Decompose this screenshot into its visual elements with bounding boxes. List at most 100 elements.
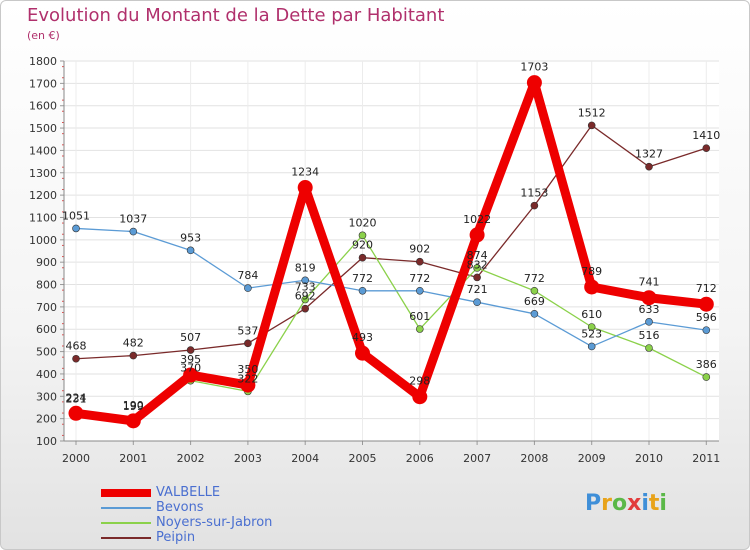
data-point [244, 284, 252, 292]
data-label: 832 [467, 258, 488, 271]
data-label: 1022 [463, 213, 491, 226]
data-label: 199 [123, 400, 144, 413]
legend-label: Peipin [156, 530, 196, 545]
x-tick-label: 2005 [349, 452, 377, 465]
y-tick-label: 1300 [29, 167, 57, 180]
data-point [526, 75, 542, 91]
data-label: 468 [66, 340, 87, 353]
data-label: 874 [467, 249, 488, 262]
data-label: 537 [237, 324, 258, 337]
data-point [183, 367, 199, 383]
data-label: 1051 [62, 209, 90, 222]
y-tick-label: 900 [36, 256, 57, 269]
data-point [68, 405, 84, 421]
data-point [297, 180, 313, 196]
y-tick-label: 1800 [29, 55, 57, 68]
chart-title: Evolution du Montant de la Dette par Hab… [27, 5, 445, 26]
data-label: 596 [696, 311, 717, 324]
data-label: 920 [352, 239, 373, 252]
data-label: 231 [66, 393, 87, 406]
y-tick-label: 600 [36, 323, 57, 336]
x-tick-label: 2000 [62, 452, 90, 465]
data-label: 772 [352, 272, 373, 285]
data-point [469, 227, 485, 243]
legend-swatch [101, 489, 151, 497]
data-point [698, 296, 714, 312]
x-tick-label: 2002 [177, 452, 205, 465]
chart-unit-label: (en €) [27, 29, 60, 42]
legend-swatch [101, 537, 151, 539]
data-point [702, 144, 711, 152]
data-label: 1020 [349, 216, 377, 229]
data-label: 493 [352, 331, 373, 344]
data-label: 953 [180, 231, 201, 244]
data-point [244, 339, 252, 348]
y-tick-label: 400 [36, 368, 57, 381]
data-point [125, 413, 141, 429]
data-label: 721 [467, 283, 488, 296]
data-label: 386 [696, 358, 717, 371]
data-label: 784 [237, 269, 258, 282]
y-tick-label: 1000 [29, 234, 57, 247]
data-label: 733 [295, 281, 316, 294]
data-label: 669 [524, 295, 545, 308]
series-line-valbelle [71, 78, 711, 426]
data-label: 1703 [520, 61, 548, 74]
x-tick-label: 2007 [463, 452, 491, 465]
data-point [473, 273, 481, 282]
data-point [186, 246, 195, 255]
x-tick-label: 2011 [692, 452, 720, 465]
legend-swatch [101, 507, 151, 509]
x-tick-label: 2003 [234, 452, 262, 465]
y-tick-label: 100 [36, 435, 57, 448]
data-point [702, 326, 711, 334]
data-label: 819 [295, 261, 316, 274]
data-label: 601 [409, 310, 430, 323]
y-tick-label: 1400 [29, 144, 57, 157]
x-tick-label: 2010 [635, 452, 663, 465]
data-point [587, 342, 596, 351]
data-point [587, 323, 596, 331]
data-label: 772 [524, 272, 545, 285]
data-point [412, 389, 428, 405]
data-point [240, 377, 256, 393]
y-tick-label: 1100 [29, 211, 57, 224]
data-point [129, 227, 138, 236]
data-label: 1234 [291, 166, 319, 179]
data-label: 1327 [635, 148, 663, 161]
data-label: 322 [237, 372, 258, 385]
data-label: 789 [581, 265, 602, 278]
data-label: 692 [295, 290, 316, 303]
data-point [415, 257, 424, 266]
legend-label: Noyers-sur-Jabron [156, 515, 273, 530]
x-tick-label: 2009 [578, 452, 606, 465]
data-point [645, 318, 653, 326]
data-point [645, 344, 653, 352]
series-line-peipin [75, 124, 707, 360]
data-point [645, 162, 653, 171]
data-label: 507 [180, 331, 201, 344]
x-tick-label: 2008 [520, 452, 548, 465]
data-point [530, 310, 539, 318]
x-tick-label: 2004 [291, 452, 319, 465]
y-tick-label: 300 [36, 390, 57, 403]
x-tick-label: 2006 [406, 452, 434, 465]
y-tick-label: 1700 [29, 77, 57, 90]
y-tick-label: 200 [36, 413, 57, 426]
data-point [587, 121, 596, 130]
data-point [301, 304, 310, 313]
data-point [301, 276, 310, 285]
data-point [355, 345, 370, 361]
data-label: 741 [639, 276, 660, 289]
data-point [584, 279, 600, 295]
data-point [530, 201, 539, 210]
data-point [530, 286, 539, 295]
proxiti-logo: Proxiti [585, 491, 667, 516]
data-label: 370 [180, 362, 201, 375]
plot-area [64, 61, 719, 441]
x-tick-label: 2001 [119, 452, 147, 465]
data-label: 1410 [692, 129, 720, 142]
series-line-bevons [75, 227, 707, 348]
y-tick-label: 500 [36, 346, 57, 359]
